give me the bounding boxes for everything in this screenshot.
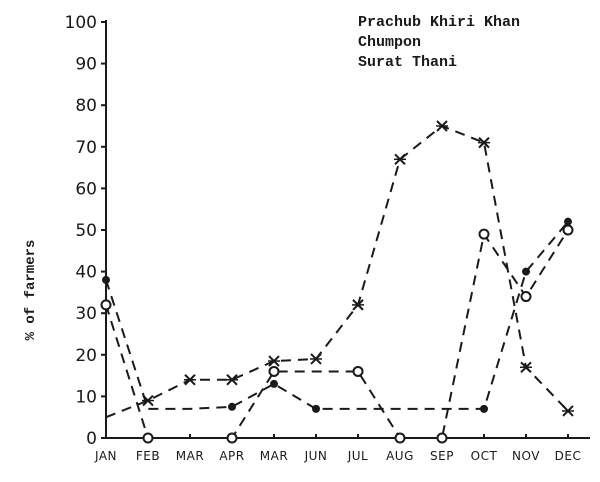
y-tick-label: 40 [75, 263, 97, 283]
open-circle-marker [478, 228, 490, 240]
filled-circle-marker [480, 404, 488, 413]
x-marker [520, 361, 532, 373]
x-tick-label: MAR [260, 449, 288, 463]
y-tick-label: 70 [75, 138, 97, 158]
legend: Prachub Khiri Khan Chumpon Surat Thani [358, 14, 520, 71]
y-tick-label: 100 [65, 13, 97, 33]
x-marker [268, 355, 280, 367]
legend-item-chumpon: Chumpon [358, 34, 421, 51]
x-tick-label: MAR [176, 449, 204, 463]
series-surat-thani [105, 120, 574, 419]
axes: 0 10 20 30 40 50 60 70 80 90 100 JAN FEB MAR APR MAR JUN… [65, 13, 590, 463]
filled-circle-marker [564, 217, 572, 226]
series-chumpon [100, 224, 574, 444]
x-tick-label: SEP [430, 449, 454, 463]
x-marker [184, 374, 196, 386]
filled-circle-marker [102, 275, 110, 284]
y-tick-label: 0 [86, 429, 97, 449]
x-tick-label: JAN [94, 449, 117, 463]
series-line [105, 229, 569, 439]
x-marker [310, 353, 322, 365]
filled-circle-marker [270, 379, 278, 388]
y-tick-label: 80 [75, 96, 97, 116]
series-line [105, 221, 569, 410]
filled-circle-marker [522, 267, 530, 276]
series-line [105, 124, 569, 419]
y-tick-label: 50 [75, 221, 97, 241]
x-marker [352, 299, 364, 311]
y-tick-label: 10 [75, 387, 97, 407]
x-tick-label: DEC [555, 449, 582, 463]
filled-circle-marker [228, 402, 236, 411]
x-tick-label: JUL [347, 449, 369, 463]
open-circle-marker [394, 432, 406, 444]
open-circle-marker [142, 432, 154, 444]
open-circle-marker [100, 299, 112, 311]
x-tick-label: NOV [512, 449, 540, 463]
open-circle-marker [562, 224, 574, 236]
y-tick-label: 30 [75, 304, 97, 324]
series-layer [100, 120, 574, 444]
x-tick-label: OCT [471, 449, 498, 463]
x-marker [562, 405, 574, 417]
x-tick-label: JUN [304, 449, 328, 463]
open-circle-marker [268, 365, 280, 377]
x-tick-label: APR [219, 449, 244, 463]
open-circle-marker [520, 291, 532, 303]
x-marker [436, 120, 448, 132]
series-prachub-khiri-khan [102, 217, 572, 413]
x-tick-label: FEB [136, 449, 160, 463]
open-circle-marker [352, 365, 364, 377]
x-marker [394, 153, 406, 165]
x-marker [478, 136, 490, 149]
filled-circle-marker [312, 404, 320, 413]
y-tick-label: 90 [75, 55, 97, 75]
x-marker [226, 374, 238, 386]
x-tick-label: AUG [386, 449, 414, 463]
open-circle-marker [436, 432, 448, 444]
legend-item-prachub-khiri-khan: Prachub Khiri Khan [358, 14, 520, 31]
y-tick-label: 20 [75, 346, 97, 366]
y-tick-label: 60 [75, 179, 97, 199]
y-axis-label: % of farmers [23, 240, 39, 341]
x-marker [142, 394, 154, 407]
open-circle-marker [226, 432, 238, 444]
legend-item-surat-thani: Surat Thani [358, 54, 457, 71]
